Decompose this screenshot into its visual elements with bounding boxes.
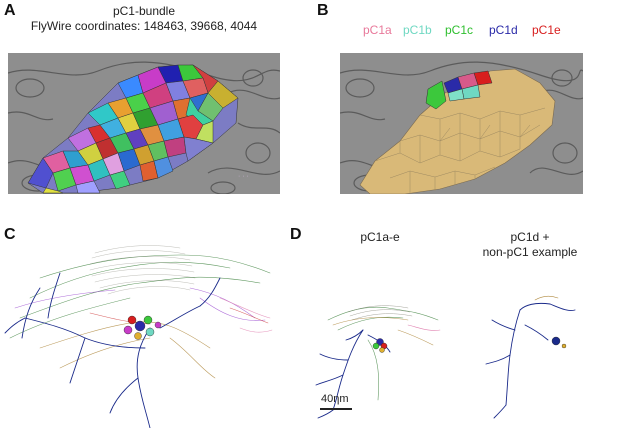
legend-item-pc1d: pC1d — [489, 23, 518, 37]
scale-bar-label: 40ηm — [321, 393, 349, 405]
panel-d-left-render — [308, 290, 448, 420]
panel-a-title: pC1-bundle — [112, 4, 176, 18]
svg-text:· · ·: · · · — [238, 173, 249, 180]
legend-item-pc1c: pC1c — [445, 23, 474, 37]
panel-d-letter: D — [290, 226, 302, 243]
legend-item-pc1e: pC1e — [532, 23, 561, 37]
scale-bar — [320, 408, 352, 410]
panel-a-subtitle: FlyWire coordinates: 148463, 39668, 4044 — [30, 19, 258, 33]
panel-a-letter: A — [4, 2, 16, 19]
panel-a-em-image: · · · — [8, 53, 280, 194]
panel-d-right-render — [480, 290, 580, 420]
panel-d-label-right-line1: pC1d + — [510, 230, 550, 244]
legend-item-pc1b: pC1b — [403, 23, 432, 37]
panel-d-label-right-line2: non-pC1 example — [482, 245, 578, 259]
panel-c-letter: C — [4, 226, 16, 243]
panel-b-letter: B — [317, 2, 329, 19]
panel-c-neuron-render — [0, 228, 292, 428]
panel-b-em-image — [340, 53, 583, 194]
panel-d-label-left: pC1a-e — [360, 230, 400, 244]
legend-item-pc1a: pC1a — [363, 23, 392, 37]
